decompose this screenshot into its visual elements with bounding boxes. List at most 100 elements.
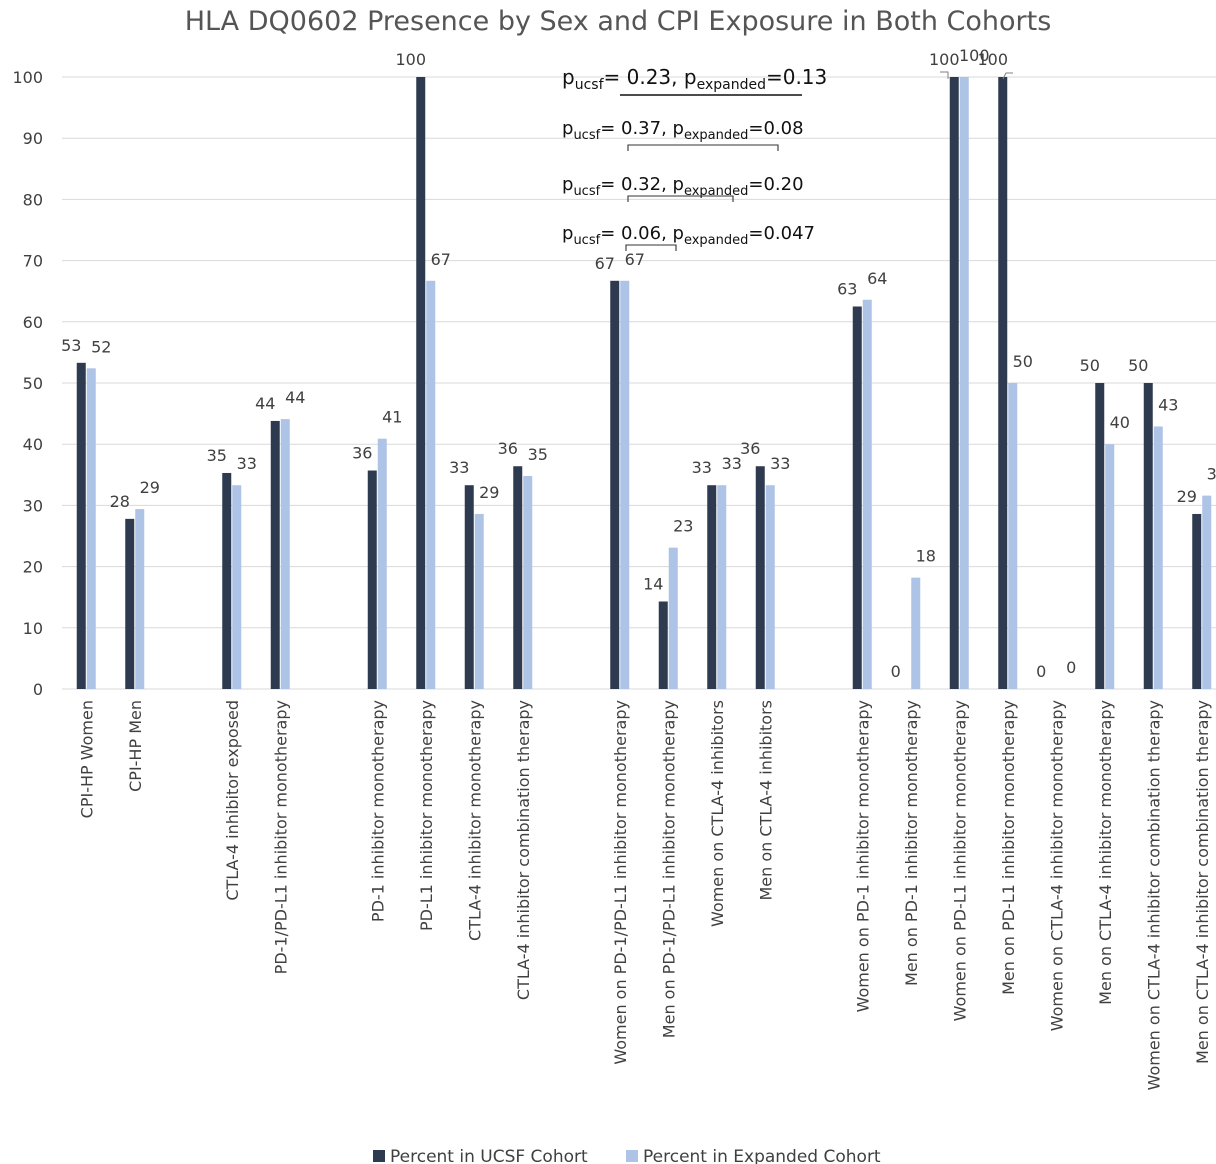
y-tick-label: 0 — [33, 680, 43, 699]
data-label-expanded: 64 — [867, 269, 887, 288]
data-label-expanded: 40 — [1110, 413, 1130, 432]
bar-expanded — [1202, 495, 1212, 689]
p-value-text: = 0.32, — [600, 174, 672, 195]
data-label-ucsf: 0 — [891, 662, 901, 681]
bar-expanded — [1008, 383, 1018, 689]
data-label-expanded: 43 — [1158, 395, 1178, 414]
bar-expanded — [1105, 444, 1115, 689]
label-leader-line — [940, 71, 949, 79]
bar-expanded — [1153, 426, 1163, 689]
data-label-expanded: 23 — [673, 517, 693, 536]
data-label-expanded: 67 — [625, 250, 645, 269]
data-label-ucsf: 36 — [740, 439, 760, 458]
data-label-expanded: 29 — [140, 478, 160, 497]
p-value-text: = 0.37, — [600, 118, 672, 139]
data-label-expanded: 33 — [770, 454, 790, 473]
data-labels: 53 52 28 29 35 33 44 44 36 41 100 67 33 29 36 35 67 67 14 2… — [61, 46, 1216, 681]
bars — [76, 77, 1212, 689]
bar-expanded — [135, 509, 145, 689]
p-value-subscript: expanded — [697, 77, 766, 93]
data-label-expanded: 67 — [431, 250, 451, 269]
y-tick-label: 80 — [23, 190, 43, 209]
y-tick-label: 70 — [23, 252, 43, 271]
data-label-ucsf: 33 — [449, 458, 469, 477]
bar-expanded — [668, 547, 678, 689]
significance-bracket — [627, 195, 734, 202]
data-label-expanded: 0 — [1066, 658, 1076, 677]
data-label-ucsf: 100 — [929, 50, 960, 69]
y-tick-label: 20 — [23, 558, 43, 577]
bar-ucsf — [707, 485, 717, 689]
p-value-text: p — [562, 174, 573, 195]
bar-ucsf — [222, 472, 232, 689]
data-label-ucsf: 0 — [1036, 662, 1046, 681]
p-value-text: =0.13 — [766, 65, 827, 89]
p-value-text: p — [673, 118, 684, 139]
bar-expanded — [426, 280, 436, 689]
bar-ucsf — [76, 362, 86, 689]
x-tick-label: Women on CTLA-4 inhibitor combination th… — [1144, 700, 1163, 1090]
p-value-subscript: ucsf — [575, 77, 605, 93]
x-tick-label: Men on CTLA-4 inhibitors — [756, 700, 775, 901]
significance-bracket — [625, 244, 677, 251]
data-label-expanded: 52 — [91, 337, 111, 356]
bar-expanded — [717, 485, 727, 689]
p-value-text: =0.20 — [748, 174, 803, 195]
x-tick-label: Women on PD-1 inhibitor monotherapy — [853, 700, 872, 1012]
legend: Percent in UCSF Cohort Percent in Expande… — [373, 1147, 881, 1164]
p-value-text: p — [562, 118, 573, 139]
x-tick-label: Men on PD-L1 inhibitor monotherapy — [999, 700, 1018, 995]
p-value-text: = 0.06, — [600, 223, 672, 244]
data-label-ucsf: 36 — [498, 439, 518, 458]
y-tick-label: 10 — [23, 619, 43, 638]
bar-expanded — [280, 419, 290, 689]
data-label-ucsf: 29 — [1177, 487, 1197, 506]
p-value-text: = 0.23, — [604, 65, 684, 89]
y-axis: 0 10 20 30 40 50 60 70 80 90 100 — [12, 68, 43, 699]
x-tick-label: CTLA-4 inhibitor monotherapy — [465, 700, 484, 941]
bar-expanded — [765, 485, 775, 689]
bar-ucsf — [513, 466, 523, 689]
data-label-expanded: 50 — [1013, 352, 1033, 371]
y-tick-label: 60 — [23, 313, 43, 332]
p-value-text: =0.047 — [748, 223, 815, 244]
x-tick-label: PD-1/PD-L1 inhibitor monotherapy — [271, 700, 290, 974]
y-tick-label: 90 — [23, 129, 43, 148]
data-label-expanded: 41 — [382, 408, 402, 427]
p-value-text: p — [673, 174, 684, 195]
data-label-expanded: 35 — [528, 445, 548, 464]
p-value-annotation: pucsf= 0.37, pexpanded=0.08 — [562, 118, 804, 143]
bar-ucsf — [464, 485, 474, 689]
p-value-text: p — [562, 223, 573, 244]
data-label-ucsf: 44 — [255, 394, 275, 413]
bar-expanded — [523, 476, 533, 689]
p-value-subscript: expanded — [684, 233, 748, 248]
bar-expanded — [474, 513, 484, 689]
data-label-ucsf: 33 — [692, 458, 712, 477]
data-label-ucsf: 100 — [977, 50, 1008, 69]
p-value-text: p — [673, 223, 684, 244]
data-label-ucsf: 50 — [1128, 356, 1148, 375]
bar-ucsf — [270, 420, 280, 689]
bar-expanded — [911, 577, 921, 689]
p-value-subscript: ucsf — [573, 184, 600, 199]
bar-expanded — [232, 485, 242, 689]
bar-expanded — [959, 77, 969, 689]
bar-ucsf — [1095, 383, 1105, 689]
x-tick-label: Women on CTLA-4 inhibitors — [708, 700, 727, 927]
x-tick-label: Men on CTLA-4 inhibitor monotherapy — [1096, 700, 1115, 1005]
data-label-expanded: 29 — [479, 483, 499, 502]
x-tick-label: CTLA-4 inhibitor combination therapy — [514, 700, 533, 1000]
bar-ucsf — [367, 470, 377, 689]
x-tick-label: Women on PD-1/PD-L1 inhibitor monotherap… — [611, 700, 630, 1065]
x-tick-label: Men on PD-1 inhibitor monotherapy — [902, 700, 921, 986]
bar-expanded — [86, 368, 96, 689]
chart-title: HLA DQ0602 Presence by Sex and CPI Expos… — [184, 6, 1052, 37]
x-tick-label: Men on PD-1/PD-L1 inhibitor monotherapy — [659, 700, 678, 1038]
p-value-annotation: pucsf= 0.06, pexpanded=0.047 — [562, 223, 815, 248]
x-tick-label: Women on PD-L1 inhibitor monotherapy — [950, 700, 969, 1021]
x-axis: CPI-HP Women CPI-HP Men CTLA-4 inhibitor e… — [77, 700, 1212, 1090]
bar-ucsf — [125, 518, 135, 689]
x-tick-label: Men on CTLA-4 inhibitor combination ther… — [1193, 700, 1212, 1064]
